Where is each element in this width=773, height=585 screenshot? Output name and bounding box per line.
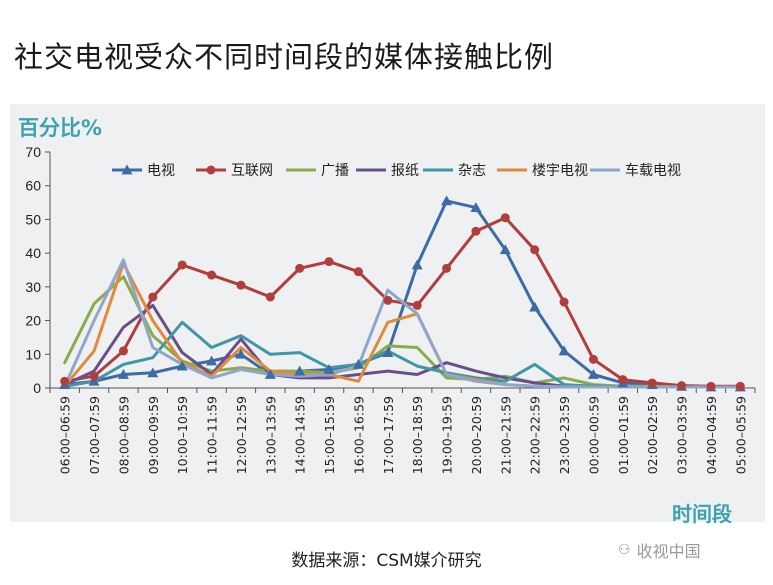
data-point (236, 280, 246, 290)
data-point (264, 369, 276, 379)
data-point (530, 245, 540, 255)
legend-marker (121, 164, 133, 175)
data-point (147, 367, 159, 378)
data-point (352, 358, 364, 369)
data-point (559, 297, 569, 307)
legend-label: 车载电视 (625, 162, 681, 179)
x-tick-label: 19:00–19:59 (440, 396, 455, 474)
data-point (677, 381, 687, 391)
data-point (88, 375, 100, 386)
x-tick-label: 12:00–12:59 (234, 396, 249, 474)
y-tick-label: 0 (33, 380, 41, 396)
x-tick-label: 10:00–10:59 (175, 396, 190, 474)
wechat-icon: ⚇ (618, 542, 631, 558)
x-tick-label: 05:00–05:59 (733, 396, 748, 474)
data-point (412, 300, 422, 310)
data-point (353, 267, 363, 277)
x-tick-label: 22:00–22:59 (528, 396, 543, 474)
data-point (529, 301, 541, 312)
y-tick-label: 20 (25, 313, 41, 329)
x-tick-label: 13:00–13:59 (263, 396, 278, 474)
x-tick-label: 20:00–20:59 (469, 396, 484, 474)
page-title: 社交电视受众不同时间段的媒体接触比例 (14, 40, 555, 74)
data-point (500, 213, 510, 223)
data-point (118, 346, 128, 356)
x-tick-label: 00:00–00:59 (586, 396, 601, 474)
legend-label: 电视 (147, 163, 175, 179)
legend-label: 互联网 (231, 163, 273, 179)
series-line-7 (63, 258, 742, 389)
x-tick-label: 02:00–02:59 (645, 396, 660, 474)
data-point (148, 292, 158, 302)
legend-label: 报纸 (391, 163, 419, 179)
data-point (735, 381, 745, 391)
chart-panel (10, 104, 765, 522)
x-tick-label: 15:00–15:59 (322, 396, 337, 474)
x-tick-label: 21:00–21:59 (498, 396, 513, 474)
y-tick-label: 60 (25, 178, 41, 194)
watermark: ⚇ 收视中国 (618, 538, 701, 562)
x-tick-label: 06:00–06:59 (58, 396, 73, 474)
y-axis-title: 百分比% (18, 116, 103, 140)
data-point (470, 202, 482, 213)
data-point (647, 378, 657, 388)
x-tick-label: 23:00–23:59 (557, 396, 572, 474)
source-note: 数据来源：CSM媒介研究 (291, 551, 482, 571)
y-tick-label: 10 (25, 346, 41, 362)
x-tick-label: 03:00–03:59 (675, 396, 690, 474)
data-point (471, 226, 481, 236)
data-point (499, 244, 511, 255)
x-tick-label: 17:00–17:59 (381, 396, 396, 474)
x-tick-label: 14:00–14:59 (293, 396, 308, 474)
x-tick-label: 18:00–18:59 (410, 396, 425, 474)
data-point (382, 347, 394, 357)
x-tick-label: 08:00–08:59 (116, 396, 131, 474)
data-point (177, 260, 187, 270)
y-tick-label: 70 (25, 144, 41, 160)
x-axis-title: 时间段 (672, 502, 732, 526)
data-point (295, 263, 305, 273)
data-point (588, 354, 598, 364)
data-point (558, 345, 570, 356)
series-line-1 (63, 199, 742, 389)
data-point (324, 257, 334, 267)
data-point (442, 263, 452, 273)
data-point (618, 375, 628, 385)
data-point (706, 381, 716, 391)
data-point (383, 295, 393, 305)
data-point (587, 369, 599, 379)
legend-label: 杂志 (458, 163, 486, 179)
data-point (265, 292, 275, 302)
data-point (294, 365, 306, 376)
data-point (207, 270, 217, 280)
x-tick-label: 11:00–11:59 (205, 396, 220, 474)
watermark-text: 收视中国 (636, 542, 701, 561)
x-tick-label: 09:00–09:59 (146, 396, 161, 474)
x-tick-label: 07:00–07:59 (87, 396, 102, 474)
x-tick-label: 04:00–04:59 (704, 396, 719, 474)
data-point (60, 376, 70, 386)
data-point (89, 371, 99, 381)
data-point (176, 360, 188, 371)
y-tick-label: 40 (25, 245, 41, 261)
legend-label: 广播 (321, 163, 349, 179)
x-tick-label: 16:00–16:59 (351, 396, 366, 474)
data-point (235, 348, 247, 359)
legend-label: 楼宇电视 (532, 163, 588, 179)
data-point (323, 363, 335, 374)
y-tick-label: 50 (25, 211, 41, 227)
data-point (117, 369, 129, 379)
legend-marker (206, 165, 216, 175)
x-tick-label: 01:00–01:59 (616, 396, 631, 474)
y-tick-label: 30 (25, 279, 41, 295)
data-point (206, 355, 218, 366)
data-point (441, 195, 453, 206)
data-point (411, 259, 423, 270)
